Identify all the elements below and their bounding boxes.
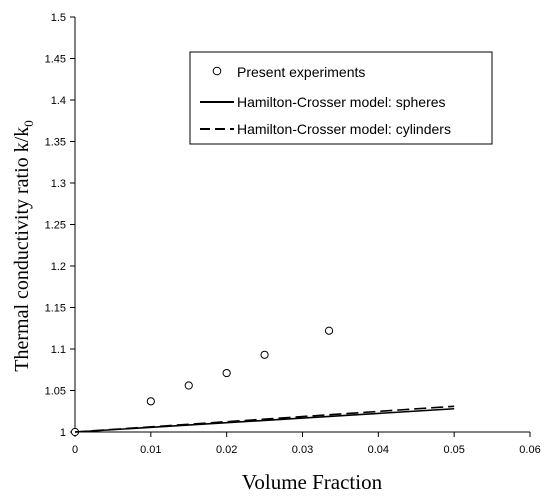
y-tick-label: 1.4 — [51, 95, 66, 107]
y-axis-title-main: Thermal conductivity ratio k/k — [11, 127, 33, 372]
y-axis-title-subscript: 0 — [21, 120, 36, 127]
data-point — [184, 381, 193, 390]
y-tick-label: 1.1 — [51, 344, 66, 356]
y-tick-label: 1 — [60, 427, 66, 439]
y-tick-label: 1.45 — [45, 54, 66, 66]
legend-label: Present experiments — [237, 64, 365, 80]
y-tick-label: 1.05 — [45, 386, 66, 398]
x-tick-label: 0.02 — [216, 444, 237, 456]
y-tick-label: 1.25 — [45, 220, 66, 232]
legend-marker-circle — [212, 66, 222, 76]
legend-label: Hamilton-Crosser model: cylinders — [237, 121, 451, 137]
legend-box — [189, 51, 493, 145]
y-axis-title: Thermal conductivity ratio k/k0 — [11, 120, 36, 371]
y-tick-label: 1.2 — [51, 261, 66, 273]
legend-label: Hamilton-Crosser model: spheres — [237, 94, 446, 110]
x-tick-label: 0.06 — [519, 444, 540, 456]
series-line-spheres — [74, 407, 455, 433]
x-axis-title: Volume Fraction — [242, 470, 383, 494]
y-tick-label: 1.3 — [51, 178, 66, 190]
y-tick-label: 1.15 — [45, 303, 66, 315]
x-tick-label: 0.05 — [443, 444, 464, 456]
y-axis-ticks: 1 1.05 1.1 1.15 1.2 1.25 1.3 1.35 1.4 1.45 1.5 — [45, 12, 75, 439]
data-point — [324, 326, 334, 335]
x-axis-ticks: 0 0.01 0.02 0.03 0.04 0.05 0.06 — [72, 432, 541, 456]
x-tick-label: 0.04 — [368, 444, 389, 456]
series-layer — [70, 326, 455, 437]
data-point — [260, 350, 269, 359]
series-line-cylinders — [74, 405, 455, 433]
x-tick-label: 0.01 — [140, 444, 161, 456]
legend: Present experiments Hamilton-Crosser mode… — [189, 51, 493, 145]
y-tick-label: 1.5 — [51, 12, 66, 24]
y-tick-label: 1.35 — [45, 137, 66, 149]
data-point — [222, 368, 231, 378]
x-tick-label: 0 — [72, 444, 78, 456]
data-point — [146, 397, 155, 406]
x-tick-label: 0.03 — [292, 444, 313, 456]
